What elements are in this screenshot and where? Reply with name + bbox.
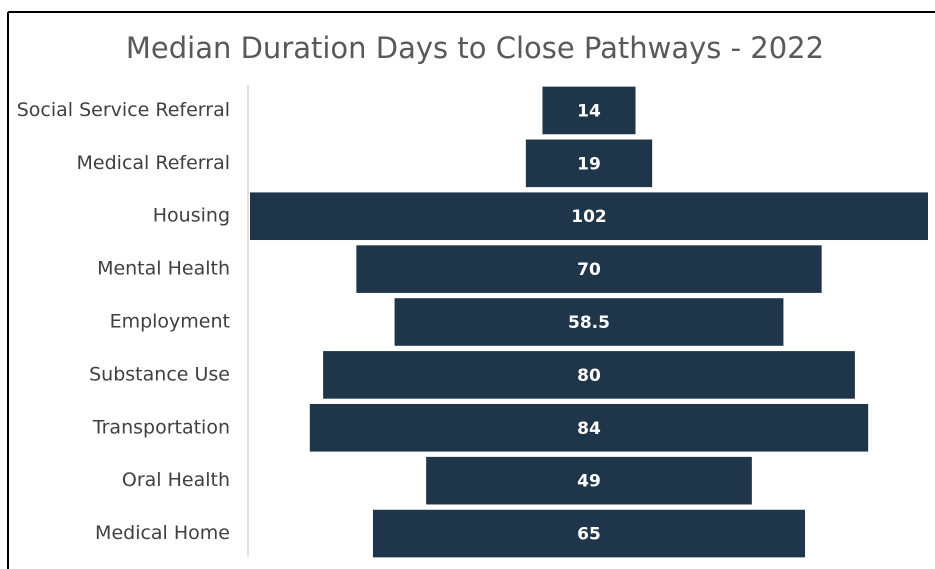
category-label: Social Service Referral [17,99,230,121]
bar [309,403,869,452]
category-label: Medical Home [95,522,230,544]
data-label: 19 [577,154,601,174]
bar [525,139,653,188]
bar [542,86,636,135]
data-label: 80 [577,366,601,386]
category-label: Substance Use [89,363,230,385]
category-label: Employment [110,311,230,333]
category-label: Mental Health [97,258,230,280]
bar [356,245,822,293]
data-label: 65 [577,525,601,545]
data-label: 84 [577,419,601,439]
data-label: 49 [577,472,601,492]
bar [426,456,752,505]
bar [394,298,784,346]
category-label: Oral Health [122,469,230,491]
category-label: Medical Referral [77,152,230,174]
category-label: Housing [153,205,230,227]
data-label: 70 [577,260,601,280]
chart-title: Median Duration Days to Close Pathways -… [126,31,824,65]
bar [372,509,806,558]
category-label: Transportation [92,416,230,438]
bar [323,351,855,399]
data-label: 14 [577,101,601,121]
data-label: 102 [571,207,607,227]
bar [250,192,928,241]
data-label: 58.5 [568,313,610,333]
